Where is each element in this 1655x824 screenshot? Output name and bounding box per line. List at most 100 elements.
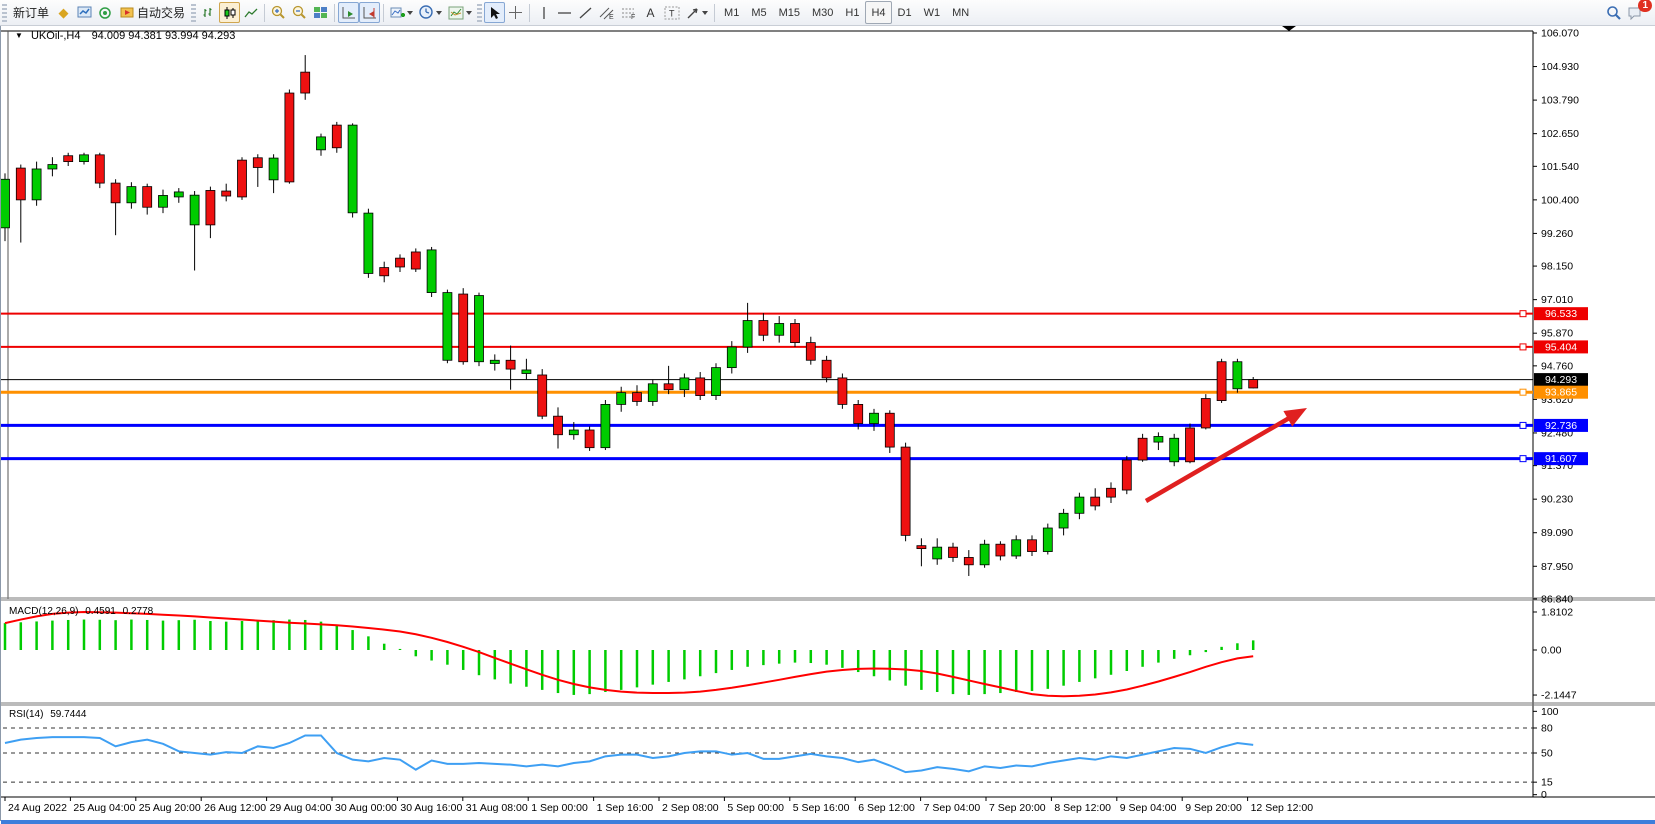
date-tick-label: 12 Sep 12:00 (1251, 802, 1314, 814)
price-tick-label: 87.950 (1541, 561, 1573, 573)
date-tick-label: 25 Aug 04:00 (73, 802, 135, 814)
rsi-tick-label: 100 (1541, 706, 1559, 718)
candle-body (284, 92, 295, 183)
date-tick-label: 5 Sep 16:00 (793, 802, 850, 814)
toolbar-grip (191, 3, 197, 22)
chart-shift-marker[interactable] (1282, 26, 1296, 31)
date-tick-label: 9 Sep 04:00 (1120, 802, 1177, 814)
cursor-tool-button[interactable] (484, 2, 506, 23)
notification-badge: 1 (1638, 0, 1652, 12)
candle-body (489, 359, 500, 364)
candle-body (521, 369, 532, 374)
text-tool[interactable]: A (646, 5, 655, 20)
candle-body (458, 293, 469, 363)
candle-body (316, 136, 326, 151)
toolbar-grip[interactable] (2, 3, 7, 22)
timeframe-button-w1[interactable]: W1 (923, 6, 941, 19)
trendline-tool[interactable] (575, 2, 596, 23)
price-tick-label: 100.400 (1541, 194, 1579, 206)
timeframes-menu-button[interactable] (416, 2, 445, 23)
auto-scroll-button[interactable] (338, 2, 360, 23)
candle-body (821, 359, 832, 379)
rsi-line (4, 734, 1254, 774)
crosshair-tool-button[interactable] (505, 2, 526, 23)
auto-trading-label: 自动交易 (137, 6, 186, 20)
toolbar-separator (334, 3, 336, 22)
market-watch-icon[interactable] (74, 2, 95, 23)
bar-chart-mode-button[interactable] (198, 2, 219, 23)
trend-arrow-line[interactable] (1144, 415, 1293, 503)
candle-body (568, 429, 579, 436)
candle-body (300, 71, 311, 94)
chart-title: ▼ UKOil-,H4 94.009 94.381 93.994 94.293 (15, 30, 235, 42)
price-badge-label: 95.404 (1545, 341, 1577, 353)
price-badge-label: 91.607 (1545, 453, 1577, 465)
price-tick-label: 99.260 (1541, 228, 1573, 240)
deposit-icon[interactable]: ◆ (58, 4, 69, 20)
line-endpoint-marker[interactable] (1519, 455, 1527, 463)
line-chart-mode-button[interactable] (240, 2, 261, 23)
timeframe-button-h1[interactable]: H1 (845, 6, 860, 19)
equidistant-channel-tool[interactable]: E (596, 2, 618, 23)
line-endpoint-marker[interactable] (1519, 343, 1527, 351)
zoom-out-button[interactable] (289, 2, 310, 23)
fibonacci-tool[interactable]: F (618, 2, 640, 23)
candle-body (632, 392, 642, 402)
chart-canvas[interactable]: 106.070 104.930 103.790 102.650 101.540 100.4… (1, 25, 1655, 821)
chevron-down-icon[interactable]: ▼ (15, 31, 23, 40)
candle-body (237, 159, 247, 198)
timeframe-button-h4[interactable]: H4 (865, 1, 892, 24)
auto-trading-button[interactable]: 自动交易 (116, 2, 189, 23)
timeframe-button-m30[interactable]: M30 (812, 6, 834, 19)
candle-body (948, 546, 958, 558)
arrows-tool-button[interactable] (683, 2, 711, 23)
search-icon[interactable] (1603, 2, 1625, 23)
candle-body (331, 124, 342, 149)
notifications-button[interactable]: 1 (1625, 0, 1652, 23)
timeframe-button-m1[interactable]: M1 (724, 6, 740, 19)
timeframe-buttons: M1 M5 M15 M30 H1 H4 D1 W1 MN (718, 1, 975, 24)
price-tick-label: 103.790 (1541, 95, 1579, 107)
candle-body (1074, 496, 1085, 514)
candle-body (726, 346, 737, 369)
toolbar-separator (383, 3, 385, 22)
candle-body (1121, 459, 1132, 491)
candle-body (647, 383, 658, 402)
candle-body (442, 292, 453, 361)
candle-body (805, 342, 816, 361)
svg-text:T: T (669, 8, 675, 18)
templates-button[interactable] (445, 2, 475, 23)
candle-body (426, 249, 437, 293)
chart-shift-button[interactable] (359, 2, 381, 23)
timeframe-button-m5[interactable]: M5 (751, 6, 767, 19)
candle-body (205, 190, 216, 226)
macd-name: MACD(12,26,9) (9, 606, 79, 617)
candle-body (1, 178, 10, 229)
candle-body (932, 546, 943, 560)
rsi-value: 59.7444 (50, 709, 87, 720)
line-endpoint-marker[interactable] (1519, 310, 1527, 318)
signals-icon[interactable] (95, 2, 116, 23)
horizontal-line-tool[interactable] (554, 2, 575, 23)
candle-body (679, 377, 690, 391)
vertical-line-tool[interactable] (533, 2, 554, 23)
trend-arrow-head[interactable] (1283, 408, 1307, 427)
line-endpoint-marker[interactable] (1519, 421, 1527, 429)
candlestick-mode-button[interactable] (219, 2, 241, 23)
candle-body (1185, 427, 1195, 463)
new-order-button[interactable]: 新订单 (9, 2, 53, 23)
timeframe-button-mn[interactable]: MN (952, 6, 970, 19)
date-tick-label: 9 Sep 20:00 (1185, 802, 1242, 814)
timeframe-button-m15[interactable]: M15 (778, 6, 800, 19)
line-endpoint-marker[interactable] (1519, 388, 1527, 396)
text-label-tool[interactable]: T (661, 2, 683, 23)
tile-windows-icon[interactable] (310, 2, 331, 23)
timeframe-button-d1[interactable]: D1 (897, 6, 912, 19)
zoom-in-button[interactable] (268, 2, 289, 23)
price-tick-label: 102.650 (1541, 128, 1579, 140)
indicators-button[interactable] (387, 2, 416, 23)
price-badge-label: 94.293 (1545, 374, 1577, 386)
candle-body (837, 377, 848, 405)
candle-body (31, 168, 42, 201)
